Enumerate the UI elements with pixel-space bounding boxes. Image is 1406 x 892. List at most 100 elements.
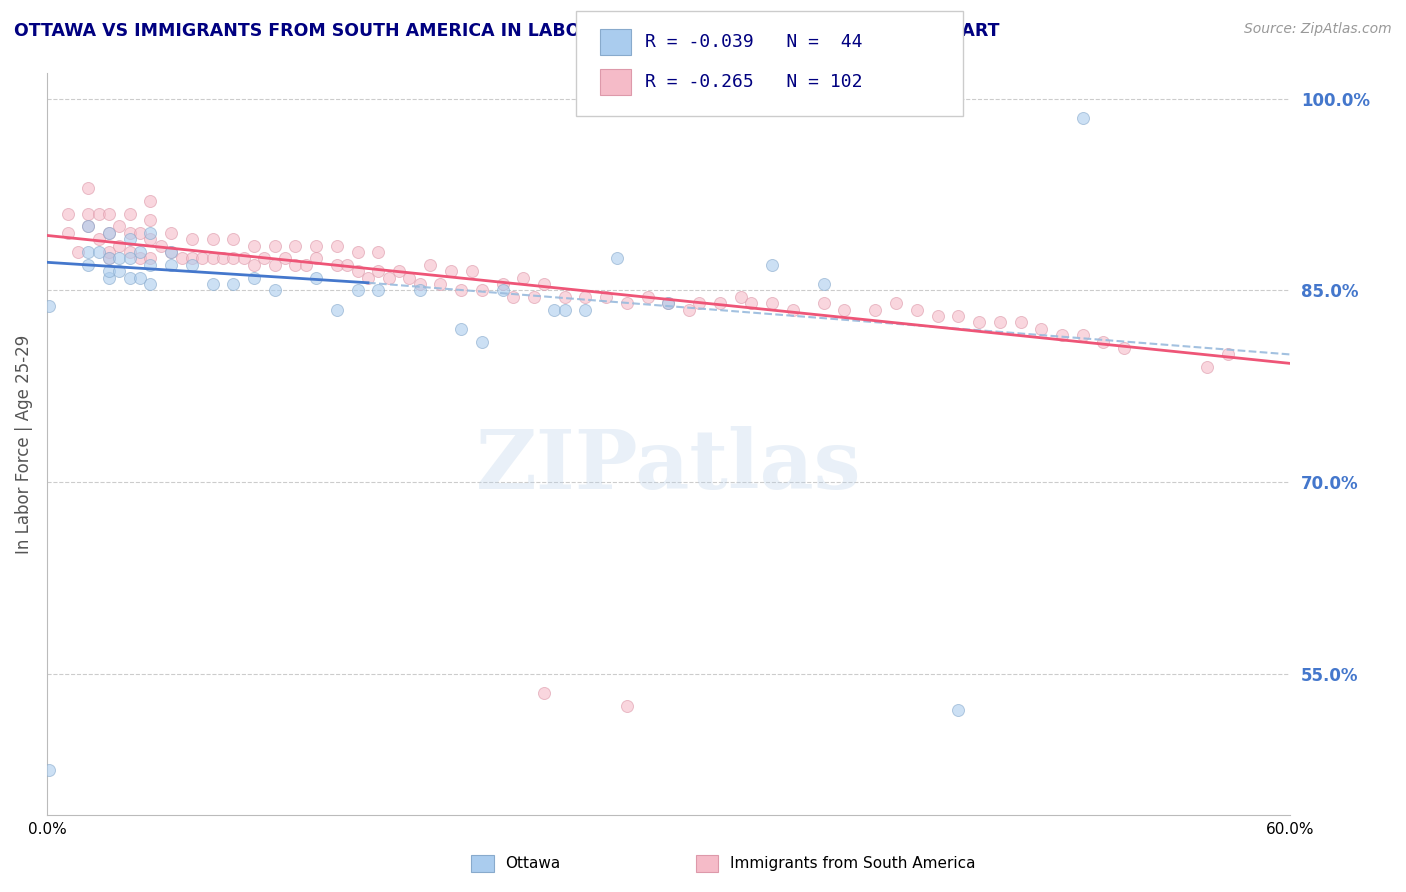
- Point: [326, 302, 349, 317]
- Point: [491, 284, 513, 298]
- Point: [1010, 315, 1032, 329]
- Point: [284, 258, 307, 272]
- Text: R = -0.039   N =  44: R = -0.039 N = 44: [645, 33, 863, 51]
- Point: [87, 232, 110, 246]
- Point: [533, 277, 555, 291]
- Point: [637, 290, 659, 304]
- Point: [180, 258, 202, 272]
- Point: [554, 290, 576, 304]
- Point: [398, 270, 420, 285]
- Point: [1092, 334, 1115, 349]
- Point: [98, 270, 121, 285]
- Point: [108, 219, 131, 234]
- Point: [884, 296, 907, 310]
- Point: [409, 277, 432, 291]
- Point: [129, 245, 152, 260]
- Point: [688, 296, 710, 310]
- Point: [305, 270, 328, 285]
- Text: Ottawa: Ottawa: [505, 856, 560, 871]
- Point: [761, 296, 783, 310]
- Point: [139, 194, 162, 208]
- Point: [346, 284, 368, 298]
- Point: [988, 315, 1011, 329]
- Point: [191, 252, 214, 266]
- Point: [118, 245, 141, 260]
- Point: [222, 277, 245, 291]
- Point: [326, 258, 349, 272]
- Point: [129, 252, 152, 266]
- Point: [1071, 328, 1094, 343]
- Point: [222, 232, 245, 246]
- Point: [948, 703, 970, 717]
- Point: [813, 296, 835, 310]
- Point: [616, 296, 638, 310]
- Point: [180, 252, 202, 266]
- Point: [243, 258, 266, 272]
- Point: [108, 264, 131, 278]
- Point: [1195, 360, 1218, 375]
- Point: [709, 296, 731, 310]
- Point: [180, 232, 202, 246]
- Point: [377, 270, 399, 285]
- Point: [160, 245, 183, 260]
- Point: [523, 290, 546, 304]
- Point: [201, 277, 224, 291]
- Point: [139, 252, 162, 266]
- Point: [284, 238, 307, 252]
- Point: [502, 290, 524, 304]
- Point: [678, 302, 700, 317]
- Point: [77, 245, 100, 260]
- Point: [346, 264, 368, 278]
- Point: [98, 252, 121, 266]
- Point: [967, 315, 990, 329]
- Point: [160, 258, 183, 272]
- Point: [129, 270, 152, 285]
- Point: [616, 699, 638, 714]
- Point: [160, 245, 183, 260]
- Point: [77, 219, 100, 234]
- Point: [98, 245, 121, 260]
- Text: Immigrants from South America: Immigrants from South America: [730, 856, 976, 871]
- Point: [367, 284, 389, 298]
- Point: [657, 296, 679, 310]
- Point: [118, 270, 141, 285]
- Point: [388, 264, 411, 278]
- Point: [77, 207, 100, 221]
- Point: [450, 322, 472, 336]
- Point: [108, 238, 131, 252]
- Point: [243, 238, 266, 252]
- Point: [927, 309, 949, 323]
- Point: [274, 252, 297, 266]
- Point: [305, 238, 328, 252]
- Point: [1216, 347, 1239, 361]
- Point: [77, 181, 100, 195]
- Point: [761, 258, 783, 272]
- Point: [834, 302, 856, 317]
- Point: [212, 252, 235, 266]
- Point: [346, 245, 368, 260]
- Point: [357, 270, 380, 285]
- Point: [139, 277, 162, 291]
- Point: [440, 264, 463, 278]
- Point: [139, 213, 162, 227]
- Point: [533, 686, 555, 700]
- Point: [170, 252, 193, 266]
- Point: [606, 252, 628, 266]
- Point: [1050, 328, 1073, 343]
- Point: [865, 302, 887, 317]
- Point: [66, 245, 89, 260]
- Point: [782, 302, 804, 317]
- Point: [56, 207, 79, 221]
- Point: [429, 277, 451, 291]
- Point: [740, 296, 762, 310]
- Point: [367, 245, 389, 260]
- Text: OTTAWA VS IMMIGRANTS FROM SOUTH AMERICA IN LABOR FORCE | AGE 25-29 CORRELATION C: OTTAWA VS IMMIGRANTS FROM SOUTH AMERICA …: [14, 22, 1000, 40]
- Point: [139, 226, 162, 240]
- Point: [118, 232, 141, 246]
- Point: [243, 270, 266, 285]
- Point: [139, 232, 162, 246]
- Point: [326, 238, 349, 252]
- Point: [263, 258, 285, 272]
- Point: [232, 252, 254, 266]
- Point: [129, 226, 152, 240]
